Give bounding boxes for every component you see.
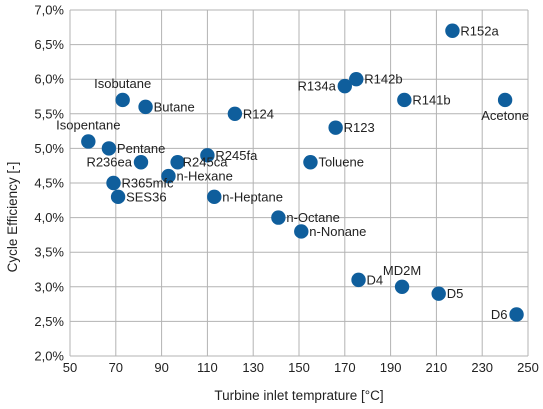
data-points <box>81 23 524 322</box>
data-point <box>294 224 309 239</box>
x-tick-label: 90 <box>154 360 168 375</box>
point-label: Toluene <box>318 155 364 170</box>
data-point <box>133 155 149 170</box>
point-label: Acetone <box>481 108 529 123</box>
data-point <box>200 148 215 163</box>
data-point <box>328 120 343 135</box>
data-point <box>509 307 524 322</box>
data-point <box>161 168 176 184</box>
y-tick-label: 4,0% <box>34 210 64 225</box>
x-tick-label: 110 <box>197 360 218 375</box>
data-point <box>138 99 153 115</box>
x-tick-label: 190 <box>380 360 402 375</box>
data-point <box>431 286 446 301</box>
x-axis-ticks: 50 70 90 110 130 150 170 190 210 230 250 <box>63 360 539 375</box>
x-axis-title: Turbine inlet temprature [°C] <box>214 388 383 403</box>
point-label: Isobutane <box>94 76 151 91</box>
data-point <box>303 155 318 170</box>
data-point <box>349 72 364 87</box>
point-label: Butane <box>154 99 195 114</box>
point-label: Isopentane <box>56 117 120 132</box>
data-point <box>271 210 286 225</box>
point-label: R123 <box>344 120 375 135</box>
point-label: MD2M <box>383 263 421 278</box>
point-label: n-Hexane <box>176 169 232 184</box>
y-tick-label: 5,0% <box>34 141 64 156</box>
data-point <box>351 272 366 288</box>
point-label: R245fa <box>215 148 258 163</box>
point-label: R142b <box>364 72 402 87</box>
point-label: R124 <box>243 106 274 121</box>
point-label: n-Octane <box>286 210 339 225</box>
data-point <box>81 134 96 149</box>
point-label: D4 <box>367 272 384 287</box>
point-label: n-Heptane <box>222 189 283 204</box>
y-tick-label: 2,0% <box>34 349 64 364</box>
y-tick-label: 4,5% <box>34 176 64 191</box>
data-point <box>397 92 412 108</box>
data-point <box>445 23 460 38</box>
x-tick-label: 150 <box>288 360 310 375</box>
y-tick-label: 2,5% <box>34 314 64 329</box>
y-tick-label: 6,5% <box>34 37 64 52</box>
x-tick-label: 210 <box>426 360 448 375</box>
data-point <box>115 92 130 108</box>
y-axis-ticks: 2,0% 2,5% 3,0% 3,5% 4,0% 4,5% 5,0% 5,5% 6,0% 6,5%… <box>34 3 64 364</box>
x-tick-label: 170 <box>334 360 356 375</box>
y-tick-label: 5,5% <box>34 106 64 121</box>
data-point <box>207 189 222 205</box>
point-label: D5 <box>447 286 464 301</box>
point-label: R152a <box>460 23 499 38</box>
data-point <box>170 155 185 170</box>
y-tick-label: 7,0% <box>34 3 64 18</box>
point-label: R365mfc <box>122 176 175 191</box>
point-label: R236ea <box>86 155 132 170</box>
point-label: n-Nonane <box>309 224 366 239</box>
point-label: SES36 <box>126 189 166 204</box>
data-point <box>227 106 243 122</box>
x-tick-label: 130 <box>242 360 264 375</box>
point-label: R245ca <box>183 155 229 170</box>
x-tick-label: 50 <box>63 360 77 375</box>
data-point <box>337 78 352 94</box>
x-tick-label: 250 <box>517 360 539 375</box>
point-label: R134a <box>297 79 336 94</box>
point-label: Pentane <box>117 141 165 156</box>
data-point <box>394 279 410 294</box>
data-point <box>497 92 513 108</box>
point-label: D6 <box>491 307 508 322</box>
x-tick-label: 70 <box>109 360 123 375</box>
data-point <box>106 175 121 191</box>
x-tick-label: 230 <box>471 360 493 375</box>
y-axis-title: Cycle Efficiency [-] <box>5 162 20 273</box>
point-label: R141b <box>412 92 450 107</box>
y-tick-label: 3,0% <box>34 279 64 294</box>
data-point <box>101 141 117 156</box>
data-point <box>110 189 126 205</box>
y-tick-label: 3,5% <box>34 245 64 260</box>
y-tick-label: 6,0% <box>34 72 64 87</box>
